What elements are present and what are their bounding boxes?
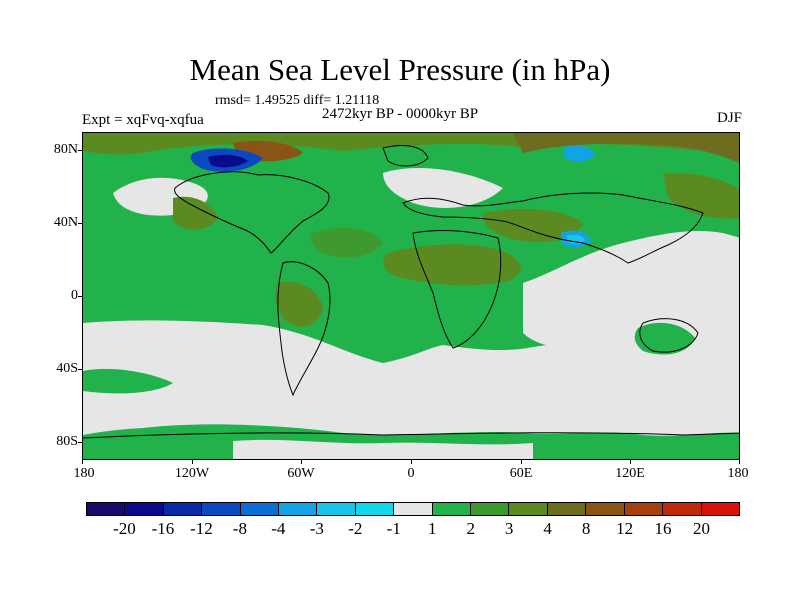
colorbar-swatch bbox=[87, 503, 126, 515]
colorbar-label: -2 bbox=[348, 519, 363, 538]
field-australia-positive bbox=[634, 322, 695, 355]
colorbar-label: 4 bbox=[543, 519, 552, 538]
x-label-120w: 120W bbox=[174, 466, 210, 481]
colorbar-swatch bbox=[163, 503, 203, 515]
season-label: DJF bbox=[716, 110, 742, 126]
field-siberia-positive bbox=[513, 133, 739, 163]
colorbar-label: -16 bbox=[151, 519, 175, 538]
colorbar-swatch bbox=[701, 503, 739, 515]
colorbar-swatch bbox=[547, 503, 587, 515]
y-tick-40n bbox=[78, 223, 82, 224]
colorbar-label: 3 bbox=[504, 519, 514, 538]
field-north-pacific-positive bbox=[663, 172, 739, 219]
y-label-eq: 0 bbox=[71, 288, 78, 303]
x-tick-0 bbox=[411, 460, 412, 464]
field-antarctic-neutral bbox=[233, 439, 533, 459]
colorbar-swatch bbox=[279, 503, 318, 515]
colorbar-label: 20 bbox=[693, 519, 711, 538]
colorbar-swatch bbox=[663, 503, 702, 515]
x-tick-180w bbox=[82, 460, 83, 464]
x-label-120e: 120E bbox=[615, 466, 645, 481]
colorbar-label: 1 bbox=[427, 519, 437, 538]
colorbar-label: -1 bbox=[386, 519, 401, 538]
field-south-america-positive bbox=[275, 281, 323, 327]
x-label-60w: 60W bbox=[287, 466, 315, 481]
colorbar-label: 16 bbox=[654, 519, 672, 538]
colorbar-label: 12 bbox=[616, 519, 634, 538]
coastlines bbox=[83, 145, 739, 439]
y-tick-80n bbox=[78, 150, 82, 151]
colorbar-swatch bbox=[471, 503, 510, 515]
x-tick-60w bbox=[301, 460, 302, 464]
x-label-60e: 60E bbox=[509, 466, 533, 481]
colorbar bbox=[86, 502, 740, 516]
y-label-40n: 40N bbox=[53, 215, 78, 230]
map-panel bbox=[82, 132, 740, 460]
colorbar-swatch bbox=[394, 503, 433, 515]
field-canada-negative-core bbox=[208, 154, 248, 168]
y-label-80s: 80S bbox=[56, 434, 78, 449]
x-label-180e: 180 bbox=[727, 466, 749, 481]
y-tick-40s bbox=[78, 369, 82, 370]
field-west-pacific-positive bbox=[173, 196, 218, 230]
stats-label: rmsd= 1.49525 diff= 1.21118 bbox=[215, 93, 380, 108]
field-indian-ocean-neutral bbox=[523, 231, 739, 349]
x-label-180w: 180 bbox=[73, 466, 95, 481]
colorbar-swatch bbox=[586, 503, 625, 515]
colorbar-label: -8 bbox=[232, 519, 247, 538]
y-label-80n: 80N bbox=[53, 142, 78, 157]
y-tick-80s bbox=[78, 442, 82, 443]
map-field bbox=[83, 133, 739, 459]
colorbar-label: -20 bbox=[113, 519, 136, 538]
period-label: 2472kyr BP - 0000kyr BP bbox=[322, 106, 479, 122]
colorbar-label: -3 bbox=[309, 519, 324, 538]
x-tick-60e bbox=[521, 460, 522, 464]
field-arabia-positive bbox=[482, 208, 583, 243]
x-tick-120e bbox=[630, 460, 631, 464]
colorbar-swatch bbox=[125, 503, 164, 515]
colorbar-swatch bbox=[624, 503, 664, 515]
chart-title: Mean Sea Level Pressure (in hPa) bbox=[189, 52, 611, 87]
colorbar-label: -4 bbox=[271, 519, 286, 538]
colorbar-swatch bbox=[317, 503, 356, 515]
field-siberia-negative bbox=[563, 145, 595, 162]
x-label-0: 0 bbox=[407, 466, 415, 481]
colorbar-swatch bbox=[355, 503, 395, 515]
colorbar-swatch bbox=[240, 503, 280, 515]
y-label-40s: 40S bbox=[56, 361, 78, 376]
colorbar-label: -12 bbox=[190, 519, 213, 538]
x-tick-120w bbox=[192, 460, 193, 464]
x-tick-180e bbox=[739, 460, 740, 464]
field-north-atlantic-positive bbox=[310, 227, 383, 258]
y-tick-eq bbox=[78, 296, 82, 297]
field-southern-ocean-neutral bbox=[83, 320, 739, 459]
field-south-pacific-positive bbox=[83, 368, 173, 394]
field-north-atlantic-neutral bbox=[383, 168, 503, 208]
colorbar-swatch bbox=[509, 503, 548, 515]
experiment-label: Expt = xqFvq-xqfua bbox=[82, 112, 204, 128]
colorbar-swatch bbox=[432, 503, 472, 515]
colorbar-label: 8 bbox=[581, 519, 591, 538]
colorbar-label: 2 bbox=[466, 519, 475, 538]
colorbar-swatch bbox=[202, 503, 241, 515]
